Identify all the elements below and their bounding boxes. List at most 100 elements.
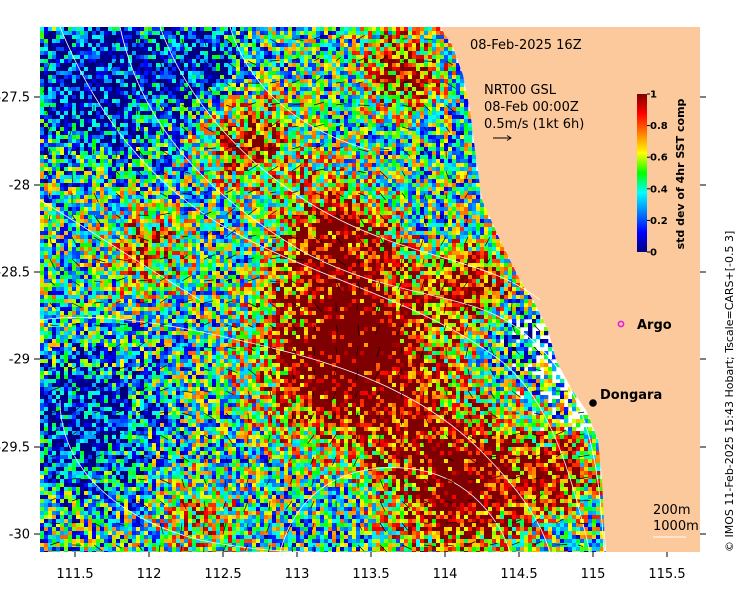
sst-cell <box>352 31 357 36</box>
sst-cell <box>276 43 281 48</box>
sst-cell <box>164 51 169 56</box>
sst-cell <box>300 139 305 144</box>
sst-cell <box>196 87 201 92</box>
sst-cell <box>192 195 197 200</box>
sst-cell <box>84 59 89 64</box>
sst-cell <box>184 71 189 76</box>
sst-cell <box>252 179 257 184</box>
sst-cell <box>52 179 57 184</box>
sst-cell <box>204 167 209 172</box>
sst-cell <box>296 111 301 116</box>
sst-cell <box>236 115 241 120</box>
sst-cell <box>456 99 461 104</box>
sst-cell <box>220 59 225 64</box>
sst-cell <box>316 171 321 176</box>
sst-cell <box>128 211 133 216</box>
sst-cell <box>200 179 205 184</box>
sst-cell <box>352 123 357 128</box>
sst-cell <box>312 71 317 76</box>
sst-cell <box>52 147 57 152</box>
sst-cell <box>200 151 205 156</box>
sst-cell <box>268 123 273 128</box>
sst-cell <box>60 139 65 144</box>
sst-cell <box>396 195 401 200</box>
sst-cell <box>160 35 165 40</box>
sst-cell <box>116 47 121 52</box>
sst-cell <box>44 151 49 156</box>
sst-cell <box>276 35 281 40</box>
sst-cell <box>60 115 65 120</box>
sst-cell <box>460 203 465 208</box>
sst-cell <box>332 103 337 108</box>
sst-cell <box>280 159 285 164</box>
sst-cell <box>124 63 129 68</box>
sst-cell <box>444 51 449 56</box>
sst-cell <box>340 147 345 152</box>
sst-cell <box>360 127 365 132</box>
sst-cell <box>72 47 77 52</box>
sst-cell <box>204 179 209 184</box>
sst-cell <box>420 167 425 172</box>
sst-cell <box>176 155 181 160</box>
sst-cell <box>324 163 329 168</box>
sst-cell <box>264 171 269 176</box>
sst-cell <box>108 87 113 92</box>
sst-cell <box>320 55 325 60</box>
sst-cell <box>316 91 321 96</box>
sst-cell <box>308 151 313 156</box>
sst-cell <box>388 27 393 32</box>
sst-cell <box>52 59 57 64</box>
sst-cell <box>452 139 457 144</box>
sst-cell <box>92 163 97 168</box>
sst-cell <box>228 163 233 168</box>
sst-cell <box>396 103 401 108</box>
sst-cell <box>332 167 337 172</box>
sst-cell <box>44 71 49 76</box>
sst-cell <box>224 55 229 60</box>
sst-cell <box>340 87 345 92</box>
sst-cell <box>432 111 437 116</box>
sst-cell <box>332 139 337 144</box>
sst-cell <box>312 91 317 96</box>
sst-cell <box>348 75 353 80</box>
sst-cell <box>248 151 253 156</box>
sst-cell <box>412 123 417 128</box>
sst-cell <box>468 163 473 168</box>
sst-cell <box>112 147 117 152</box>
sst-cell <box>200 47 205 52</box>
sst-cell <box>112 123 117 128</box>
sst-cell <box>448 123 453 128</box>
sst-cell <box>320 115 325 120</box>
sst-cell <box>396 31 401 36</box>
sst-cell <box>64 183 69 188</box>
sst-cell <box>380 151 385 156</box>
sst-cell <box>308 95 313 100</box>
sst-cell <box>324 107 329 112</box>
sst-cell <box>280 103 285 108</box>
sst-cell <box>88 123 93 128</box>
sst-cell <box>220 175 225 180</box>
sst-cell <box>324 75 329 80</box>
sst-cell <box>184 115 189 120</box>
sst-cell <box>236 211 241 216</box>
sst-cell <box>212 107 217 112</box>
sst-cell <box>396 43 401 48</box>
sst-cell <box>108 51 113 56</box>
sst-cell <box>352 135 357 140</box>
sst-cell <box>140 59 145 64</box>
sst-cell <box>284 75 289 80</box>
sst-cell <box>84 191 89 196</box>
sst-cell <box>436 175 441 180</box>
sst-cell <box>200 63 205 68</box>
sst-cell <box>252 155 257 160</box>
sst-cell <box>184 107 189 112</box>
sst-cell <box>304 67 309 72</box>
sst-cell <box>420 83 425 88</box>
sst-cell <box>240 167 245 172</box>
sst-cell <box>424 39 429 44</box>
sst-cell <box>40 115 45 120</box>
sst-cell <box>364 75 369 80</box>
sst-cell <box>140 79 145 84</box>
sst-cell <box>44 67 49 72</box>
sst-cell <box>344 127 349 132</box>
